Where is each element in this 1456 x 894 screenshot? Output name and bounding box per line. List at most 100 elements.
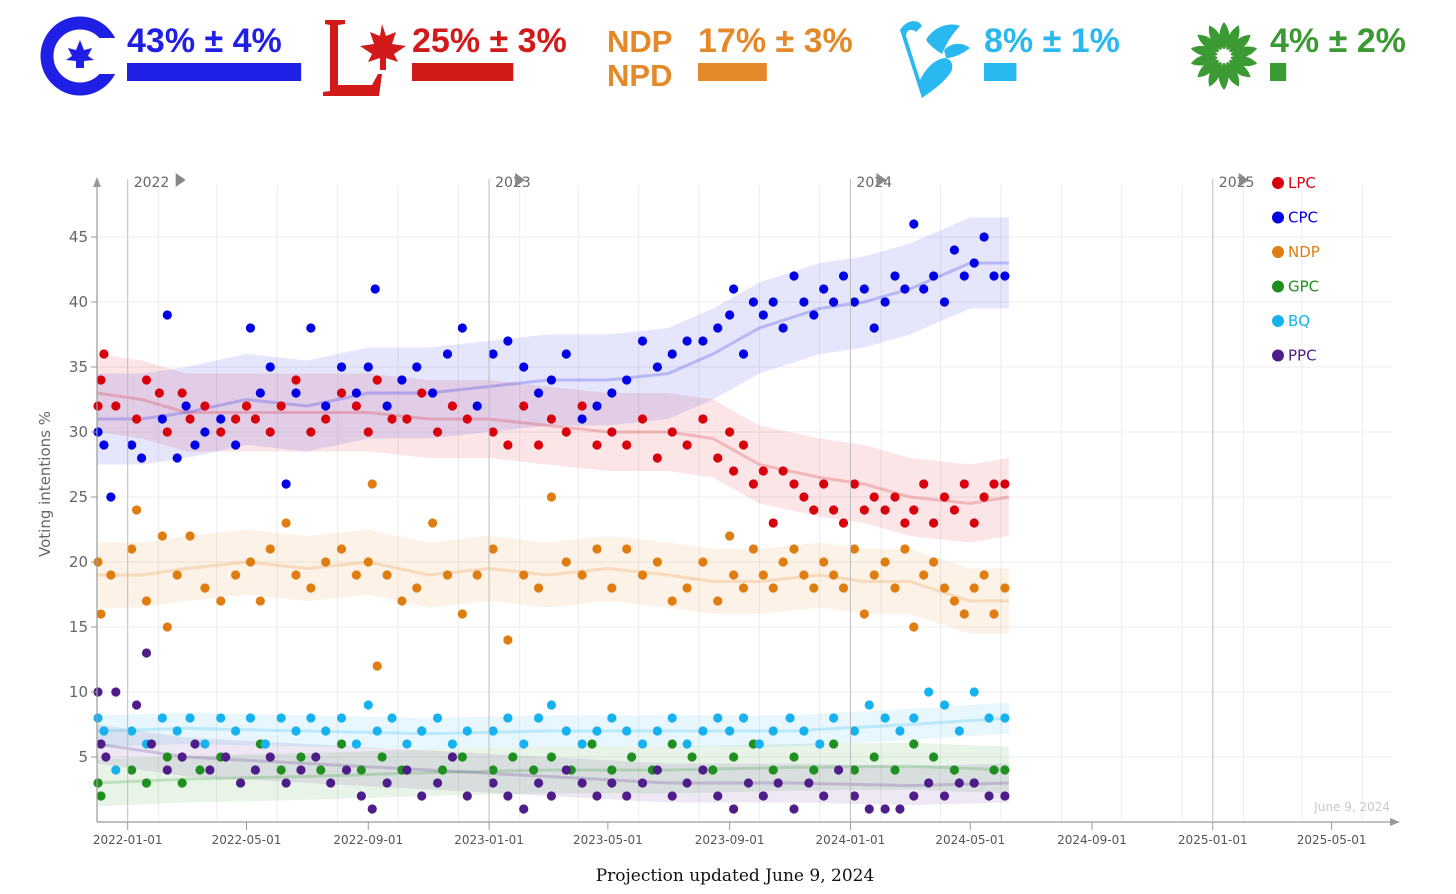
poll-point-lpc [111, 401, 121, 411]
poll-point-ppc [326, 778, 336, 788]
poll-point-ppc [758, 791, 768, 801]
bq-share-bar [984, 63, 1017, 81]
poll-point-lpc [969, 518, 979, 528]
poll-point-lpc [682, 440, 692, 450]
poll-point-ndp [185, 531, 195, 541]
x-tick-label: 2022-05-01 [212, 833, 282, 847]
gpc-petal [1226, 25, 1240, 51]
poll-point-bq [829, 713, 839, 723]
poll-point-lpc [799, 492, 809, 502]
poll-point-gpc [1000, 765, 1010, 775]
poll-point-gpc [508, 752, 518, 762]
poll-point-lpc [177, 388, 187, 398]
poll-point-ndp [291, 570, 301, 580]
party-header: 43% ± 4% 25% ± 3% NDP NPD 17% ± 3% 8% ± … [40, 16, 1406, 98]
poll-point-lpc [291, 375, 301, 385]
poll-point-ndp [622, 544, 632, 554]
cpc-logo-icon [40, 16, 120, 96]
poll-point-ndp [748, 544, 759, 554]
poll-point-cpc [859, 284, 869, 294]
poll-point-ppc [519, 804, 529, 814]
poll-point-cpc [370, 284, 380, 294]
poll-point-lpc [789, 479, 799, 489]
poll-point-gpc [687, 752, 697, 762]
poll-point-cpc [725, 310, 735, 320]
trend-bq [96, 716, 1009, 736]
poll-point-lpc [768, 518, 778, 528]
poll-point-ndp [789, 544, 799, 554]
poll-point-cpc [457, 323, 467, 333]
gpc-petal [1190, 54, 1219, 66]
year-markers: 2022 2023 2024 2025 [127, 173, 1254, 822]
poll-point-ndp [231, 570, 241, 580]
poll-point-bq [815, 739, 825, 749]
legend-label-lpc: LPC [1288, 174, 1316, 192]
poll-point-ndp [561, 557, 571, 567]
poll-point-ndp [869, 570, 879, 580]
legend-label-ndp: NDP [1288, 243, 1320, 261]
poll-point-ndp [819, 557, 829, 567]
poll-point-gpc [607, 765, 617, 775]
poll-point-cpc [442, 349, 453, 359]
y-tick-label: 15 [69, 618, 88, 636]
poll-point-ppc [969, 778, 979, 788]
poll-point-gpc [949, 765, 959, 775]
poll-point-lpc [488, 427, 498, 437]
poll-point-gpc [869, 752, 879, 762]
poll-point-cpc [157, 414, 167, 424]
poll-point-ndp [809, 583, 819, 593]
poll-point-ppc [141, 648, 152, 658]
year-label: 2022 [134, 175, 170, 191]
poll-point-ppc [177, 752, 187, 762]
band-lpc [97, 354, 1009, 543]
poll-point-ndp [890, 583, 900, 593]
poll-point-ndp [919, 570, 929, 580]
poll-point-ppc [111, 687, 121, 697]
poll-point-ppc [503, 791, 513, 801]
poll-point-lpc [829, 505, 839, 515]
poll-point-gpc [890, 765, 900, 775]
poll-point-ndp [849, 544, 859, 554]
y-tick-label: 5 [78, 748, 88, 766]
poll-point-ndp [698, 557, 708, 567]
poll-point-bq [799, 726, 809, 736]
poll-point-lpc [216, 427, 226, 437]
poll-point-lpc [758, 466, 768, 476]
poll-point-lpc [306, 427, 316, 437]
poll-point-ndp [216, 596, 226, 606]
ndp-wordmark-fr: NPD [607, 58, 672, 93]
poll-point-cpc [909, 219, 919, 229]
poll-point-cpc [561, 349, 571, 359]
poll-point-ndp [713, 596, 723, 606]
legend-swatch-ndp [1272, 246, 1284, 258]
legend-label-bq: BQ [1288, 312, 1310, 330]
poll-point-ndp [428, 518, 438, 528]
poll-point-ppc [462, 791, 472, 801]
poll-point-cpc [216, 414, 226, 424]
poll-point-ndp [281, 518, 291, 528]
poll-point-ndp [245, 557, 256, 567]
poll-point-ndp [321, 557, 331, 567]
poll-point-lpc [725, 427, 735, 437]
gpc-petal [1197, 59, 1220, 78]
poll-point-gpc [195, 765, 205, 775]
year-arrow-icon [175, 173, 186, 187]
gpc-petal [1228, 59, 1251, 78]
y-tick-label: 20 [69, 553, 88, 571]
y-tick-label: 10 [69, 683, 88, 701]
poll-point-cpc [577, 414, 587, 424]
poll-point-cpc [1000, 271, 1010, 281]
x-axis-arrow [1390, 818, 1400, 826]
poll-point-cpc [959, 271, 969, 281]
x-tick-label: 2025-01-01 [1178, 833, 1248, 847]
poll-point-ppc [221, 752, 231, 762]
poll-point-lpc [231, 414, 241, 424]
poll-point-ndp [667, 596, 677, 606]
poll-point-ndp [533, 583, 544, 593]
poll-point-gpc [849, 765, 859, 775]
poll-point-ppc [607, 778, 617, 788]
poll-point-cpc [428, 388, 438, 398]
poll-point-ppc [96, 739, 106, 749]
poll-point-gpc [989, 765, 999, 775]
poll-point-cpc [713, 323, 723, 333]
